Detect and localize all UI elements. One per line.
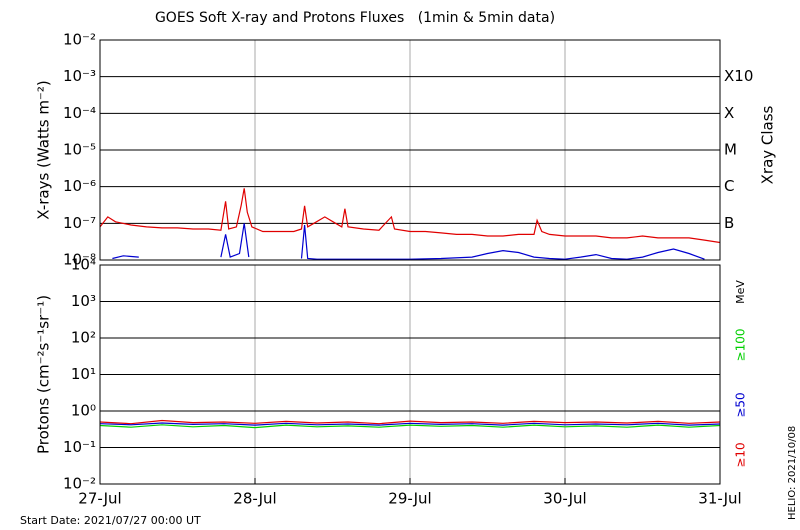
y-tick-label: 10⁻⁴ (63, 104, 96, 122)
y-axis-label: X-rays (Watts m⁻²) (35, 80, 53, 219)
y-tick-label: 10⁻¹ (63, 438, 96, 456)
series-line (100, 424, 720, 429)
series-line (100, 422, 720, 426)
y-tick-label: 10⁻² (63, 31, 96, 49)
x-tick-label: 31-Jul (698, 490, 741, 508)
series-line (100, 419, 720, 425)
y2-tick-label: X10 (724, 67, 753, 85)
y-tick-label: 10⁻⁵ (63, 141, 96, 159)
y2-tick-label: C (724, 177, 734, 195)
y-tick-label: 10⁻³ (63, 67, 96, 85)
x-tick-label: 30-Jul (543, 490, 586, 508)
y2-tick-label: X (724, 104, 734, 122)
y-tick-label: 10³ (71, 292, 96, 310)
y-tick-label: 10⁴ (71, 256, 96, 274)
series-line (100, 188, 720, 244)
y2-axis-label: Xray Class (759, 105, 777, 184)
y-axis-label: Protons (cm⁻²s⁻¹sr⁻¹) (35, 295, 53, 454)
legend-label: ≥50 (734, 392, 748, 417)
x-tick-label: 27-Jul (78, 490, 121, 508)
y-tick-label: 10² (71, 329, 96, 347)
legend-label: ≥10 (734, 442, 748, 467)
y-tick-label: 10⁻⁶ (63, 177, 96, 195)
y-tick-label: 10⁻² (63, 475, 96, 493)
y-tick-label: 10¹ (71, 365, 96, 383)
y2-tick-label: M (724, 141, 737, 159)
start-date: Start Date: 2021/07/27 00:00 UT (20, 514, 201, 527)
y-tick-label: 10⁰ (71, 402, 96, 420)
unit-label: MeV (734, 280, 747, 304)
chart-title: GOES Soft X-ray and Protons Fluxes (1min… (155, 10, 555, 26)
series-line (112, 223, 705, 260)
y2-tick-label: B (724, 214, 734, 232)
y-tick-label: 10⁻⁷ (63, 214, 96, 232)
plot-frame (99, 39, 721, 261)
legend-label: ≥100 (734, 329, 748, 362)
y-tick-label: 10⁻⁸ (63, 251, 96, 269)
x-tick-label: 28-Jul (233, 490, 276, 508)
stamp: HELIO: 2021/10/08 (787, 426, 798, 520)
x-tick-label: 29-Jul (388, 490, 431, 508)
